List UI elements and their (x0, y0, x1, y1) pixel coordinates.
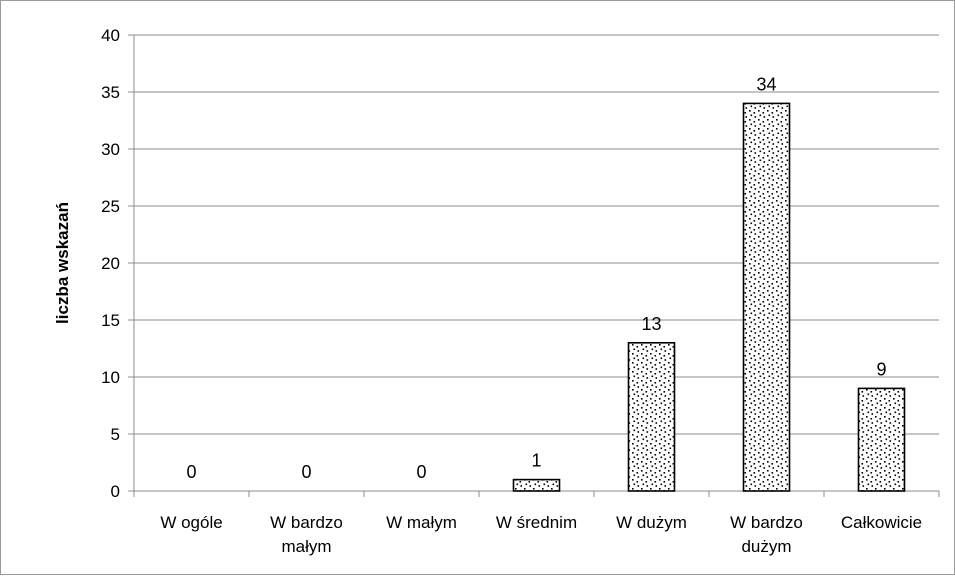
data-label: 0 (416, 462, 426, 482)
y-tick-label: 25 (101, 197, 120, 216)
y-axis-title: liczba wskazań (53, 202, 72, 324)
y-tick-label: 15 (101, 311, 120, 330)
labels: 0 5 10 15 20 25 30 35 40 0 W ogóle 0 W bardzo małym 0 W… (101, 26, 922, 556)
gridlines (134, 34, 939, 435)
category-label: W bardzo dużym (730, 513, 803, 556)
y-tick-label: 20 (101, 254, 120, 273)
data-label: 9 (876, 359, 886, 379)
category-label: W dużym (616, 513, 687, 532)
data-label: 13 (641, 314, 661, 334)
data-label: 0 (301, 462, 311, 482)
data-label: 1 (531, 451, 541, 471)
axes (128, 34, 940, 497)
category-label: W małym (386, 513, 457, 532)
y-tick-label: 10 (101, 368, 120, 387)
category-label: Całkowicie (841, 513, 922, 532)
y-tick-label: 0 (111, 482, 120, 501)
y-tick-label: 30 (101, 140, 120, 159)
y-tick-label: 40 (101, 26, 120, 45)
y-tick-label: 35 (101, 83, 120, 102)
bar (512, 478, 561, 492)
category-label: W ogóle (160, 513, 222, 532)
y-tick-label: 5 (111, 425, 120, 444)
data-label: 34 (756, 74, 776, 94)
bar (742, 102, 791, 492)
bar (627, 341, 676, 492)
data-label: 0 (186, 462, 196, 482)
category-label: W bardzo małym (270, 513, 343, 556)
category-label: W średnim (496, 513, 577, 532)
bars (512, 102, 906, 492)
bar (857, 387, 906, 492)
